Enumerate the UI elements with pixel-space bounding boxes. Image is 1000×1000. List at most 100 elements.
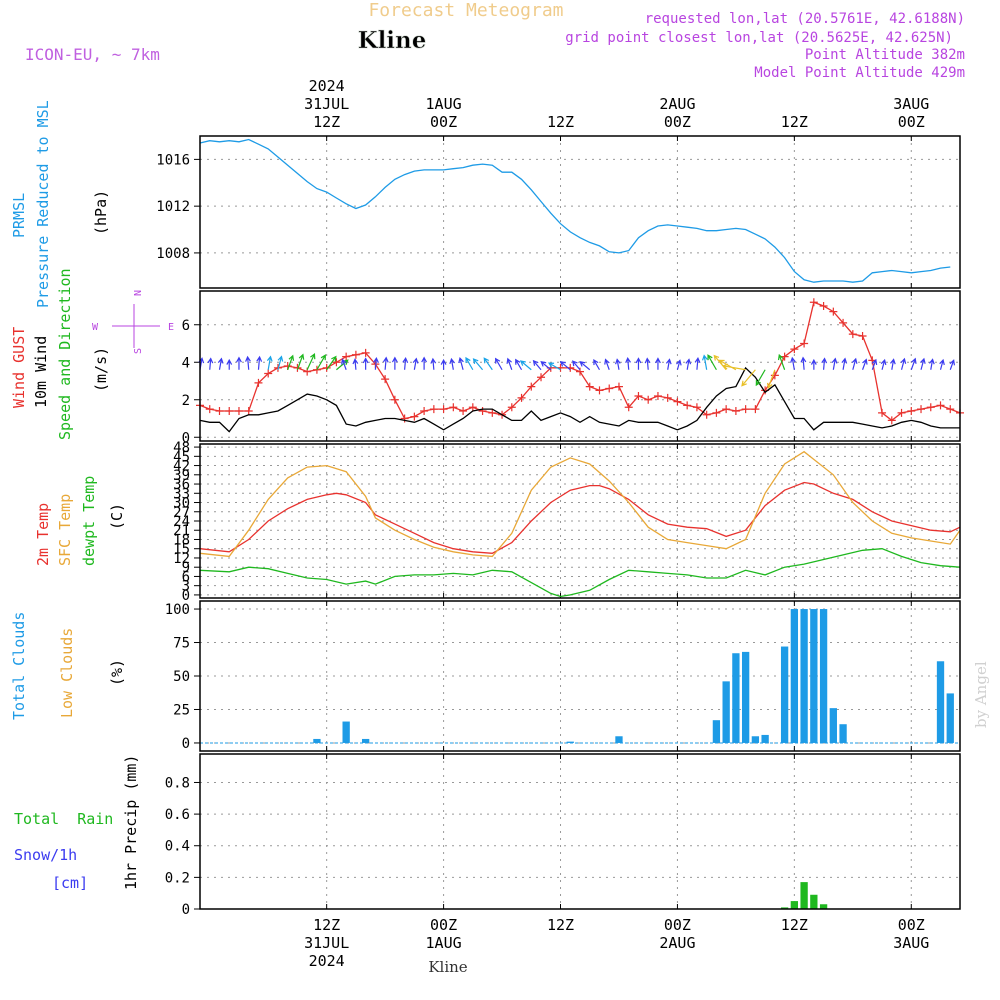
panel-frame (199, 290, 961, 442)
compass-s: S (133, 348, 144, 354)
footer-location: Kline (428, 958, 467, 976)
gust-marker (449, 403, 458, 412)
compass-w: W (92, 322, 99, 333)
y-tick-label: 15 (173, 542, 190, 558)
precip-unit-label: 1hr Precip (mm) (122, 755, 140, 890)
gust-marker (205, 405, 214, 414)
wind-arrow (506, 357, 513, 370)
gust-marker (312, 365, 321, 374)
top-time-label: 00Z (898, 113, 925, 131)
panel-frame (199, 135, 961, 289)
gust-marker (673, 397, 682, 406)
y-tick-label: 39 (173, 468, 190, 484)
wind-arrow (890, 358, 896, 370)
gust-marker (254, 378, 263, 387)
wind-arrow (440, 358, 447, 370)
wind-arrow (579, 360, 591, 371)
wind-arrow (821, 357, 828, 370)
wind-arrow (604, 358, 610, 370)
wind-arrow (841, 357, 848, 370)
gust-marker (858, 332, 867, 340)
gust-marker (381, 375, 390, 384)
wind-arrow (287, 354, 295, 370)
gust-marker (917, 405, 926, 414)
wind-arrow (277, 355, 284, 370)
gust-marker (946, 405, 955, 414)
requested-coords: requested lon,lat (20.5761E, 42.6188N) (645, 11, 965, 27)
series-line (199, 481, 961, 554)
wind-arrow (256, 355, 263, 370)
gust-marker (722, 405, 731, 414)
top-time-label: 31JUL (304, 95, 349, 113)
gust-marker (663, 393, 672, 402)
top-time-label: 12Z (547, 113, 574, 131)
panel-precipitation: 0 0.2 0.4 0.6 0.8 (165, 753, 961, 918)
y-tick-label: 33 (173, 486, 190, 502)
bottom-time-label: 12Z (781, 916, 808, 934)
temp-sfc-label: SFC Temp (56, 494, 74, 566)
gust-marker (322, 363, 331, 372)
wind-arrow (862, 358, 868, 370)
gust-marker (215, 407, 224, 415)
total-rain-label: Total Rain (14, 810, 113, 828)
wind-arrow (412, 357, 419, 370)
gust-marker (244, 407, 253, 415)
gust-marker (361, 348, 370, 357)
temp-panel-label: 2m Temp SFC Temp dewpt Temp (C) (34, 476, 126, 566)
y-tick-label: 0.8 (165, 775, 190, 791)
gust-marker (293, 363, 302, 372)
temp-unit-label: (C) (108, 503, 126, 530)
wind-arrow (515, 358, 523, 371)
y-tick-label: 30 (173, 496, 190, 512)
wind-arrow (495, 357, 503, 371)
gust-marker (429, 405, 438, 414)
wind-arrow (362, 357, 369, 370)
bottom-time-label: 12Z (547, 916, 574, 934)
bar (800, 609, 808, 743)
gust-marker (614, 382, 623, 391)
wind-arrow (644, 357, 651, 370)
y-tick-label: 21 (173, 523, 190, 539)
gust-marker (653, 392, 662, 400)
panel-clouds: 0 25 50 75 100 (165, 600, 961, 752)
bar (566, 741, 574, 743)
model-altitude: Model Point Altitude 429m (754, 65, 965, 81)
wind-arrow (316, 354, 326, 371)
bottom-time-label: 31JUL (304, 934, 349, 952)
pressure-unit-label: (hPa) (92, 190, 110, 235)
wind-arrow (532, 359, 542, 371)
bar (751, 736, 760, 743)
wind-arrow (871, 358, 878, 370)
wind-arrow (341, 358, 347, 370)
bar (361, 738, 370, 743)
wind-arrow (207, 357, 214, 370)
wind-arrow (676, 359, 682, 370)
low-clouds-label: Low Clouds (58, 628, 76, 718)
y-tick-label: 100 (165, 602, 190, 618)
y-tick-label: 6 (182, 569, 190, 585)
y-tick-label: 0.6 (165, 807, 190, 823)
wind-arrow (635, 357, 642, 370)
wind-arrow (665, 358, 672, 370)
y-tick-label: 6 (182, 318, 190, 334)
bottom-time-label: 00Z (664, 916, 691, 934)
y-tick-label: 1008 (156, 246, 190, 262)
gust-marker (731, 407, 740, 415)
y-tick-label: 12 (173, 551, 190, 567)
wind-arrow (236, 356, 242, 370)
y-tick-label: 1012 (156, 199, 190, 215)
wind-speed-dir-label: Speed and Direction (56, 268, 74, 440)
wind-arrow (655, 357, 661, 370)
wind-arrow (949, 359, 956, 370)
panel-frame (199, 600, 961, 752)
gust-marker (741, 405, 750, 414)
gust-marker (605, 384, 614, 393)
panel-wind: 0 2 4 6 (182, 290, 964, 446)
wind-arrow (430, 357, 437, 370)
bottom-time-label: 1AUG (426, 934, 462, 952)
gust-marker (692, 403, 701, 412)
wind-arrow (851, 357, 858, 370)
prmsl-desc-label: Pressure Reduced to MSL (34, 100, 52, 308)
compass-n: N (133, 290, 144, 296)
